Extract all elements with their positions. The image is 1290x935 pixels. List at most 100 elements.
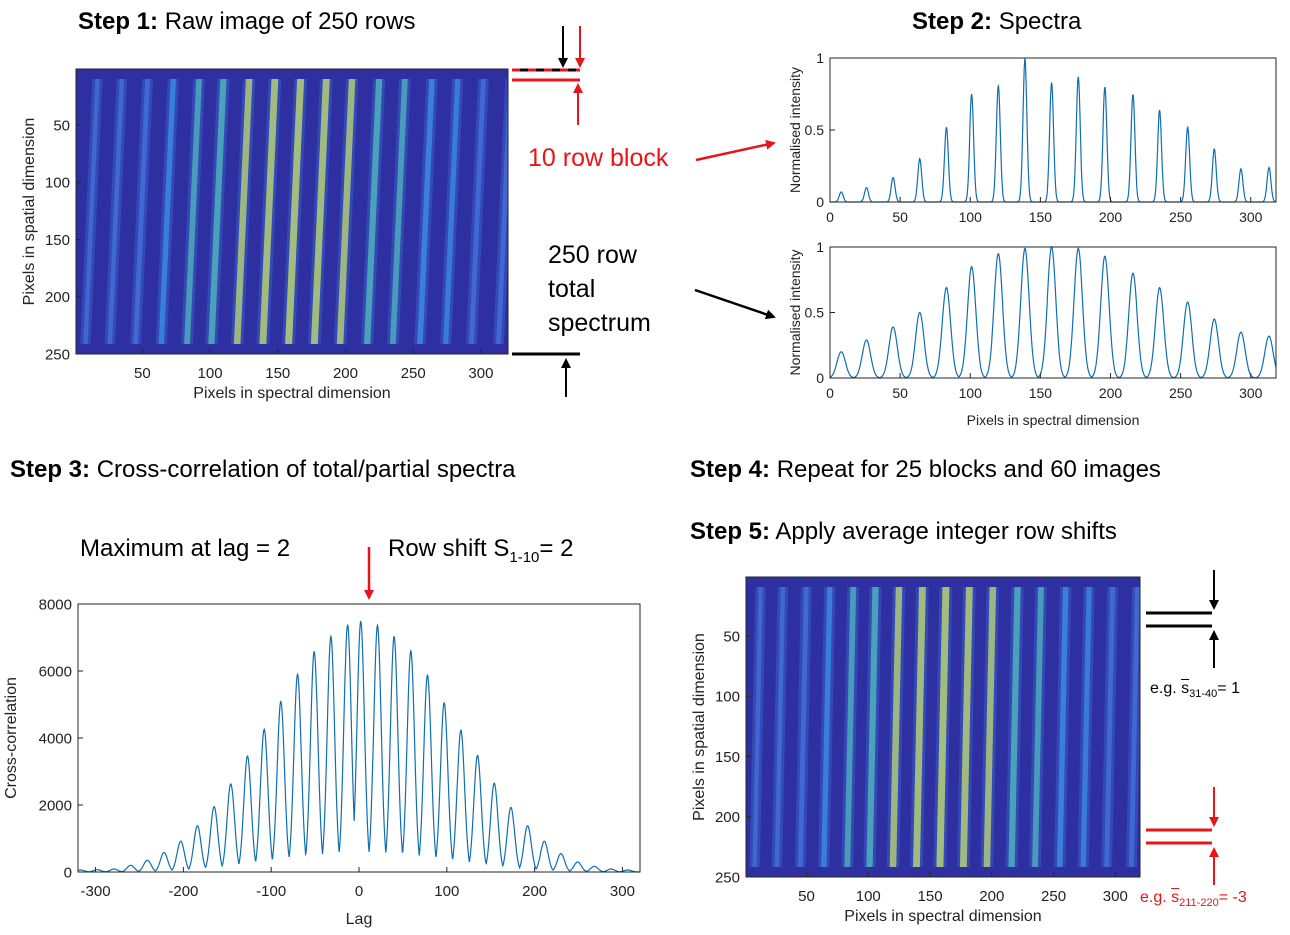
eg-shift-1: e.g. s31-40= 1 [1150, 680, 1240, 700]
row-shift-prefix: Row shift S [388, 535, 510, 562]
image-stripe-halo [130, 79, 154, 344]
image-stripe-halo [104, 79, 128, 344]
image-stripe-halo [205, 79, 230, 344]
x-tick-label: 250 [1041, 888, 1066, 905]
image-stripe-halo [771, 587, 789, 867]
image-stripe-halo [181, 79, 205, 344]
image-stripe-halo [414, 79, 438, 344]
x-tick-label: 300 [1103, 888, 1128, 905]
image-stripe [259, 79, 279, 344]
image-stripe-halo [440, 79, 464, 344]
eg-shift-2: e.g. s211-220= -3 [1140, 889, 1247, 909]
image-stripe [774, 587, 786, 867]
image-stripe [417, 79, 435, 344]
y-tick-label: 200 [45, 289, 70, 306]
image-stripe [752, 587, 763, 867]
image-stripe [233, 79, 253, 344]
x-tick-label: 100 [959, 385, 983, 401]
image-stripe-halo [1101, 587, 1119, 867]
image-stripe-halo [465, 79, 489, 344]
step5-title: Step 5: Apply average integer row shifts [690, 518, 1117, 546]
image-stripe [364, 79, 383, 344]
x-tick-label: 100 [959, 209, 983, 225]
row-shift-label: Row shift S1-10= 2 [388, 535, 573, 566]
image-stripe [468, 79, 486, 344]
y-tick-label: 1 [816, 239, 824, 255]
step5-red-marker [1146, 787, 1219, 885]
x-tick-label: 300 [610, 883, 635, 900]
x-tick-label: 100 [856, 888, 881, 905]
total-spectrum-label: 250 row total spectrum [548, 238, 651, 340]
image-stripe-halo [1077, 587, 1095, 867]
image-stripe-halo [933, 587, 953, 867]
step2-label: Step 2: [912, 8, 993, 35]
step1-title: Step 1: Raw image of 250 rows [78, 8, 415, 36]
spectrum-total-series-line [829, 245, 1277, 379]
eg1-symbol: s [1181, 680, 1190, 697]
x-tick-label: 250 [1169, 209, 1193, 225]
image-stripe-halo [794, 587, 812, 867]
image-stripe [1104, 587, 1116, 867]
image-stripe-halo [1005, 587, 1024, 867]
step1-label: Step 1: [78, 8, 159, 35]
image-stripe [83, 79, 100, 344]
image-stripe [844, 587, 857, 867]
image-stripe-halo [886, 587, 906, 867]
image-stripe [208, 79, 227, 344]
total-label-line3: spectrum [548, 309, 651, 337]
image-stripe [866, 587, 879, 867]
x-tick-label: 250 [401, 365, 426, 382]
raw-image-xlabel: Pixels in spectral dimension [193, 385, 390, 402]
image-stripe [443, 79, 461, 344]
max-lag-label: Maximum at lag = 2 [80, 535, 291, 562]
step3-label: Step 3: [10, 456, 91, 483]
y-tick-label: 50 [53, 117, 70, 134]
image-stripe-halo [980, 587, 1000, 867]
image-stripe-halo [863, 587, 882, 867]
image-stripe [913, 587, 926, 867]
image-stripe [1080, 587, 1092, 867]
image-stripe-halo [155, 79, 179, 344]
top-row-marker [512, 26, 585, 125]
y-tick-label: 0.5 [805, 122, 825, 138]
y-tick-label: 0 [816, 194, 824, 210]
x-tick-label: 0 [355, 883, 363, 900]
x-tick-label: 50 [892, 385, 908, 401]
eg2-symbol: s [1171, 889, 1180, 906]
x-tick-label: 150 [265, 365, 290, 382]
x-tick-label: -200 [168, 883, 198, 900]
arrow-to-total-spectrum [694, 288, 776, 320]
image-stripe [1008, 587, 1021, 867]
y-tick-label: 150 [715, 749, 740, 766]
y-tick-label: 250 [715, 869, 740, 886]
arrow-to-10row-spectrum [695, 139, 776, 162]
image-stripe [285, 79, 305, 344]
image-stripe-halo [230, 79, 256, 344]
image-stripe-halo [386, 79, 411, 344]
step4-label: Step 4: [690, 456, 771, 483]
image-stripe-halo [307, 79, 333, 344]
image-stripe [959, 587, 973, 867]
image-stripe [821, 587, 833, 867]
x-tick-label: 0 [826, 385, 834, 401]
x-tick-label: 100 [434, 883, 459, 900]
eg2-prefix: e.g. [1140, 889, 1172, 906]
y-tick-label: 50 [723, 628, 740, 645]
x-tick-label: -100 [256, 883, 286, 900]
bottom-row-marker [512, 352, 580, 397]
image-stripe [797, 587, 809, 867]
spectrum-10row-series-line [830, 58, 1276, 203]
x-tick-label: 150 [1029, 385, 1053, 401]
raw-image-ylabel: Pixels in spatial dimension [21, 118, 38, 306]
eg2-suffix: = -3 [1218, 889, 1247, 906]
x-tick-label: 100 [198, 365, 223, 382]
image-stripe-halo [818, 587, 836, 867]
image-stripe-halo [910, 587, 929, 867]
total-label-line2: total [548, 275, 596, 303]
x-tick-label: -300 [81, 883, 111, 900]
step5-text: Apply average integer row shifts [775, 518, 1117, 545]
spectrum-10row-chart: 0 50 100 150 200 250 300 0 0.5 1 Normalised intens… [787, 50, 1277, 225]
y-tick-label: 0 [64, 864, 72, 881]
